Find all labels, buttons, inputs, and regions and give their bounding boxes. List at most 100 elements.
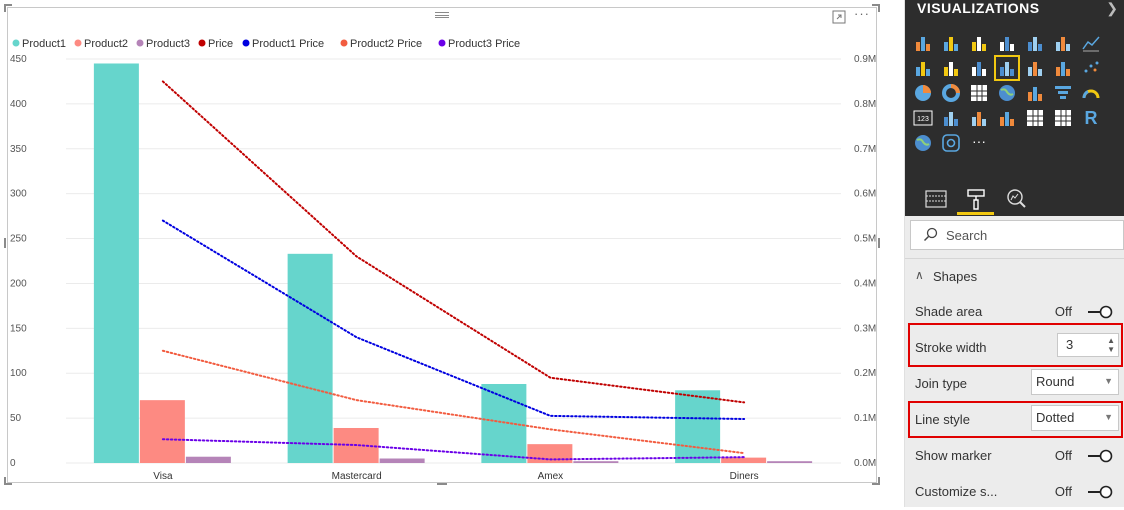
ribbon-chart-icon[interactable] — [1025, 58, 1045, 78]
y-right-tick-label: 0.9M — [854, 54, 876, 65]
instagram-icon[interactable] — [941, 133, 961, 153]
line-style-dropdown[interactable]: Dotted ▼ — [1031, 405, 1119, 431]
resize-handle[interactable] — [4, 483, 12, 485]
customize-series-state: Off — [1054, 484, 1072, 499]
analytics-magnifier-icon — [1007, 189, 1026, 208]
show-marker-toggle[interactable] — [1086, 449, 1114, 463]
combo-chart-visual[interactable]: ··· Product1 Product2 Product3 Price Product… — [7, 7, 877, 483]
search-placeholder: Search — [946, 228, 988, 243]
show-marker-state: Off — [1054, 448, 1072, 463]
line-style-highlight — [908, 401, 1123, 438]
resize-handle[interactable] — [4, 4, 6, 12]
resize-handle[interactable] — [872, 4, 880, 6]
resize-handle[interactable] — [878, 238, 880, 248]
filled-map-icon[interactable] — [1025, 83, 1045, 103]
shapes-section-header[interactable]: ∧ Shapes — [905, 258, 1124, 295]
table-icon[interactable] — [1025, 108, 1045, 128]
100-column-icon[interactable] — [1053, 33, 1073, 53]
map-icon[interactable] — [997, 83, 1017, 103]
pie-chart-icon[interactable] — [913, 83, 933, 103]
stroke-width-label: Stroke width — [915, 340, 987, 355]
line-style-label: Line style — [915, 412, 970, 427]
focus-mode-icon[interactable] — [832, 10, 846, 26]
pane-title: VISUALIZATIONS — [917, 0, 1040, 16]
join-type-label: Join type — [915, 376, 968, 391]
multi-row-card-icon[interactable] — [941, 108, 961, 128]
section-label: Shapes — [933, 269, 978, 284]
shade-area-toggle[interactable] — [1086, 305, 1114, 319]
globe-icon[interactable] — [913, 133, 933, 153]
resize-handle[interactable] — [4, 238, 6, 248]
line-clustered-column-icon[interactable] — [994, 55, 1020, 81]
donut-chart-icon[interactable] — [941, 83, 961, 103]
bar-product3 — [573, 461, 619, 463]
resize-handle[interactable] — [872, 483, 880, 485]
stacked-bar-icon[interactable] — [913, 33, 933, 53]
bar-product3 — [767, 461, 813, 463]
y-right-tick-label: 0.1M — [854, 413, 876, 424]
y-right-tick-label: 0.3M — [854, 323, 876, 334]
y-right-tick-label: 0.7M — [854, 144, 876, 155]
stacked-area-icon[interactable] — [941, 58, 961, 78]
tab-analytics[interactable] — [999, 184, 1033, 214]
treemap-icon[interactable] — [969, 83, 989, 103]
scatter-icon[interactable] — [1081, 58, 1101, 78]
resize-handle[interactable] — [878, 4, 880, 12]
y-left-tick-label: 400 — [10, 99, 27, 110]
line-column-icon[interactable] — [969, 58, 989, 78]
gauge-icon[interactable] — [1081, 83, 1101, 103]
clustered-bar-icon[interactable] — [969, 33, 989, 53]
r-visual-icon[interactable]: R — [1084, 108, 1098, 128]
more-visuals-icon[interactable]: ··· — [972, 133, 986, 149]
card-icon[interactable]: 123 — [913, 108, 933, 128]
waterfall-icon[interactable] — [1053, 58, 1073, 78]
legend-label: Product2 — [84, 38, 128, 50]
resize-handle[interactable] — [4, 4, 12, 6]
clustered-column-icon[interactable] — [997, 33, 1017, 53]
legend-label: Price — [208, 38, 233, 50]
chart-area: Product1 Product2 Product3 Price Product1 Pr… — [10, 38, 876, 482]
funnel-icon[interactable] — [1053, 83, 1073, 103]
customize-series-toggle[interactable] — [1086, 485, 1114, 499]
decrement-icon[interactable]: ▼ — [1107, 345, 1115, 354]
bar-product1 — [93, 63, 139, 463]
y-right-tick-label: 0.2M — [854, 368, 876, 379]
stroke-width-stepper[interactable]: 3 ▲ ▼ — [1057, 333, 1119, 357]
line-chart-icon[interactable] — [1081, 33, 1101, 53]
resize-handle[interactable] — [4, 477, 6, 485]
legend-marker — [12, 39, 20, 47]
slicer-icon[interactable] — [997, 108, 1017, 128]
stroke-width-row: Stroke width 3 ▲ ▼ — [905, 330, 1124, 366]
y-left-tick-label: 150 — [10, 323, 27, 334]
increment-icon[interactable]: ▲ — [1107, 336, 1115, 345]
tab-fields[interactable] — [919, 184, 953, 214]
y-left-tick-label: 250 — [10, 234, 27, 245]
y-left-tick-label: 300 — [10, 189, 27, 200]
matrix-icon[interactable] — [1053, 108, 1073, 128]
stacked-column-icon[interactable] — [941, 33, 961, 53]
chevron-down-icon: ▼ — [1104, 412, 1113, 422]
chevron-down-icon: ▼ — [1104, 376, 1113, 386]
tab-format[interactable] — [959, 184, 993, 214]
active-tab-indicator — [957, 212, 994, 215]
show-marker-row: Show marker Off — [905, 438, 1124, 474]
area-chart-icon[interactable] — [913, 58, 933, 78]
collapse-chevron-icon[interactable]: ❯ — [1106, 0, 1118, 16]
y-right-tick-label: 0.5M — [854, 234, 876, 245]
join-type-dropdown[interactable]: Round ▼ — [1031, 369, 1119, 395]
drag-handle-icon[interactable] — [435, 12, 449, 18]
pane-divider — [904, 0, 905, 507]
more-options-icon[interactable]: ··· — [854, 6, 870, 21]
search-input[interactable]: Search — [910, 220, 1124, 250]
stroke-width-value: 3 — [1066, 337, 1074, 352]
svg-text:123: 123 — [917, 116, 929, 123]
show-marker-label: Show marker — [915, 448, 992, 463]
customize-series-row: Customize s... Off — [905, 474, 1124, 510]
bar-product1 — [675, 390, 721, 463]
resize-handle[interactable] — [878, 477, 880, 485]
legend-label: Product1 Price — [252, 38, 324, 50]
100-bar-icon[interactable] — [1025, 33, 1045, 53]
bar-product1 — [481, 383, 527, 463]
kpi-icon[interactable] — [969, 108, 989, 128]
resize-handle[interactable] — [437, 483, 447, 485]
